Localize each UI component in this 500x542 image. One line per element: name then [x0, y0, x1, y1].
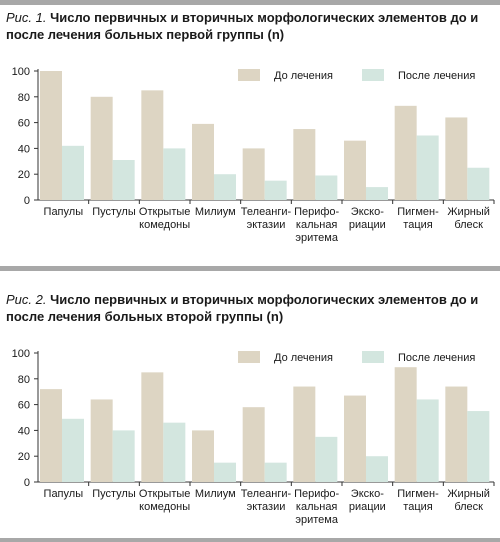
- y-tick-label: 40: [18, 143, 30, 155]
- bar-before: [192, 430, 214, 482]
- bar-before: [394, 105, 417, 200]
- x-tick-label: Милиум: [195, 488, 236, 500]
- legend-swatch: [238, 69, 260, 81]
- bar-before: [90, 96, 113, 200]
- figure-1: Рис. 1. Число первичных и вторичных морф…: [0, 0, 500, 262]
- bar-before: [293, 386, 316, 482]
- bar-after: [315, 175, 338, 200]
- figure-2: Рис. 2. Число первичных и вторичных морф…: [0, 282, 500, 540]
- y-tick-label: 20: [18, 451, 30, 463]
- bottom-rule: [0, 538, 500, 542]
- bar-before: [394, 367, 417, 482]
- middle-rule: [0, 266, 500, 271]
- y-tick-label: 0: [24, 477, 30, 489]
- chart-1: 0 20 40 60 80 100 Папулы Пустулы Открытые комедон…: [12, 66, 495, 244]
- x-tick-label: Жирный блеск: [447, 488, 490, 513]
- bar-after: [214, 174, 236, 200]
- bar-after: [416, 135, 439, 200]
- y-tick-label: 100: [12, 348, 30, 360]
- y-tick-label: 80: [18, 374, 30, 386]
- bar-after: [163, 422, 186, 482]
- figure-2-caption: Рис. 2. Число первичных и вторичных морф…: [6, 291, 494, 325]
- bar-after: [366, 187, 388, 200]
- y-tick-label: 40: [18, 425, 30, 437]
- bar-after: [366, 456, 388, 482]
- chart-2: 0 20 40 60 80 100 Папулы Пустулы Открытые комедон…: [12, 348, 495, 526]
- bar-before: [141, 372, 164, 482]
- bar-before: [344, 395, 366, 482]
- x-tick-label: Пигмен-тация: [397, 206, 439, 231]
- x-tick-label: Папулы: [44, 206, 84, 218]
- bar-before: [242, 407, 265, 482]
- top-rule: [0, 0, 500, 5]
- x-tick-label: Перифо-кальная эритема: [294, 206, 339, 244]
- bar-after: [264, 180, 287, 200]
- figure-2-label: Рис. 2.: [6, 292, 47, 307]
- figure-1-caption: Рис. 1. Число первичных и вторичных морф…: [6, 9, 494, 43]
- bar-after: [163, 148, 186, 200]
- x-tick-label: Экско-риации: [349, 206, 386, 231]
- bar-before: [445, 117, 468, 200]
- y-tick-label: 80: [18, 92, 30, 104]
- bar-after: [467, 411, 490, 482]
- x-tick-label: Милиум: [195, 206, 236, 218]
- bar-after: [264, 462, 287, 482]
- legend-label: После лечения: [398, 352, 475, 364]
- x-tick-label: Папулы: [44, 488, 84, 500]
- bar-after: [214, 462, 236, 482]
- y-tick-label: 60: [18, 118, 30, 130]
- legend-label: До лечения: [274, 70, 333, 82]
- x-tick-label: Пустулы: [92, 206, 136, 218]
- x-tick-label: Открытые комедоны: [139, 488, 191, 513]
- legend-swatch: [238, 351, 260, 363]
- x-tick-label: Пустулы: [92, 488, 136, 500]
- bar-before: [344, 140, 366, 200]
- figure-2-title: Число первичных и вторичных морфологичес…: [6, 292, 479, 324]
- bar-before: [445, 386, 468, 482]
- y-tick-label: 100: [12, 66, 30, 78]
- bar-after: [315, 436, 338, 482]
- x-tick-label: Телеанги-эктазии: [241, 206, 292, 231]
- bar-after: [416, 399, 439, 482]
- legend-swatch: [362, 351, 384, 363]
- y-tick-label: 20: [18, 169, 30, 181]
- x-tick-label: Открытые комедоны: [139, 206, 191, 231]
- y-tick-label: 60: [18, 400, 30, 412]
- bar-after: [62, 418, 84, 482]
- legend-label: До лечения: [274, 352, 333, 364]
- bar-before: [293, 129, 316, 200]
- figure-1-label: Рис. 1.: [6, 10, 47, 25]
- bar-before: [40, 389, 62, 482]
- legend-label: После лечения: [398, 70, 475, 82]
- bar-before: [40, 71, 62, 200]
- x-tick-label: Экско-риации: [349, 488, 386, 513]
- bar-after: [467, 167, 490, 200]
- figure-1-title: Число первичных и вторичных морфологичес…: [6, 10, 479, 42]
- bar-after: [112, 160, 135, 200]
- legend-swatch: [362, 69, 384, 81]
- bar-before: [192, 123, 214, 200]
- x-tick-label: Пигмен-тация: [397, 488, 439, 513]
- x-tick-label: Перифо-кальная эритема: [294, 488, 339, 526]
- bar-before: [141, 90, 164, 200]
- bar-after: [62, 145, 84, 200]
- bar-after: [112, 430, 135, 482]
- x-tick-label: Жирный блеск: [447, 206, 490, 231]
- y-tick-label: 0: [24, 195, 30, 207]
- bar-before: [242, 148, 265, 200]
- x-tick-label: Телеанги-эктазии: [241, 488, 292, 513]
- bar-before: [90, 399, 113, 482]
